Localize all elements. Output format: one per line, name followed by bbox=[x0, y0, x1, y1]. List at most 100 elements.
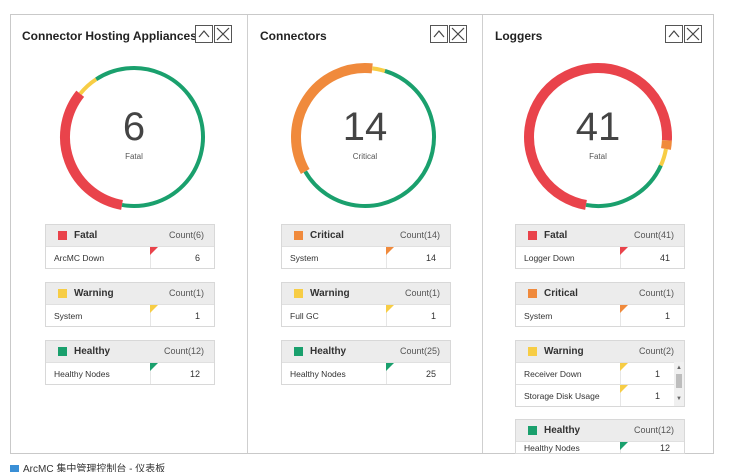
flag-icon bbox=[150, 247, 158, 255]
collapse-button[interactable] bbox=[665, 25, 683, 43]
scroll-down-arrow-icon[interactable]: ▼ bbox=[676, 396, 682, 402]
row-count: 1 bbox=[194, 311, 200, 321]
table-row[interactable]: System 1 bbox=[516, 304, 684, 326]
status-color-square bbox=[294, 347, 303, 356]
group-count: Count(12) bbox=[633, 425, 674, 435]
close-button[interactable] bbox=[214, 25, 232, 43]
group-count: Count(14) bbox=[399, 230, 440, 240]
row-name: Receiver Down bbox=[524, 369, 582, 379]
scrollable-rows[interactable]: Receiver Down 1 Storage Disk Usage 1 ▲ ▼ bbox=[516, 362, 684, 406]
close-icon bbox=[216, 27, 230, 41]
status-color-square bbox=[294, 289, 303, 298]
row-count: 12 bbox=[659, 443, 670, 453]
group-label: Healthy bbox=[74, 346, 111, 357]
table-row[interactable]: Healthy Nodes 12 bbox=[516, 441, 684, 453]
vertical-scrollbar[interactable]: ▲ ▼ bbox=[674, 362, 684, 406]
group-header: Warning Count(1) bbox=[282, 283, 450, 304]
group-label: Fatal bbox=[544, 230, 568, 241]
status-color-square bbox=[58, 347, 67, 356]
status-group-critical: Critical Count(1) System 1 bbox=[515, 282, 685, 327]
group-header: Warning Count(1) bbox=[46, 283, 214, 304]
table-row[interactable]: Receiver Down 1 bbox=[516, 362, 684, 384]
donut-segment-fatal bbox=[524, 63, 672, 210]
table-row[interactable]: Healthy Nodes 25 bbox=[282, 362, 450, 384]
table-row[interactable]: Healthy Nodes 12 bbox=[46, 362, 214, 384]
donut-count: 6 bbox=[122, 105, 146, 149]
flag-icon bbox=[386, 305, 394, 313]
status-color-square bbox=[528, 347, 537, 356]
column-separator bbox=[386, 363, 387, 384]
row-count: 1 bbox=[430, 311, 436, 321]
panel-divider bbox=[481, 15, 483, 453]
flag-icon bbox=[386, 363, 394, 371]
status-color-square bbox=[294, 231, 303, 240]
column-separator bbox=[620, 363, 621, 384]
column-separator bbox=[150, 247, 151, 268]
column-separator bbox=[150, 363, 151, 384]
row-count: 25 bbox=[425, 369, 436, 379]
row-name: System bbox=[524, 311, 553, 321]
donut-segment-healthy bbox=[95, 66, 205, 208]
row-count: 12 bbox=[189, 369, 200, 379]
flag-icon bbox=[620, 363, 628, 371]
row-name: Storage Disk Usage bbox=[524, 391, 600, 401]
status-group-warning: Warning Count(2) Receiver Down 1 Storage… bbox=[515, 340, 685, 407]
flag-icon bbox=[150, 305, 158, 313]
group-header: Healthy Count(25) bbox=[282, 341, 450, 362]
close-button[interactable] bbox=[684, 25, 702, 43]
status-group-fatal: Fatal Count(6) ArcMC Down 6 bbox=[45, 224, 215, 269]
group-header: Healthy Count(12) bbox=[46, 341, 214, 362]
group-header: Fatal Count(41) bbox=[516, 225, 684, 246]
flag-icon bbox=[620, 305, 628, 313]
donut-severity-label: Fatal bbox=[125, 152, 143, 161]
status-donut-chart: 6 Fatal bbox=[58, 61, 210, 213]
caption-text: ArcMC 集中管理控制台 - 仪表板 bbox=[23, 464, 166, 472]
column-separator bbox=[620, 385, 621, 406]
column-separator bbox=[386, 305, 387, 326]
group-count: Count(25) bbox=[399, 346, 440, 356]
donut-segment-fatal bbox=[60, 90, 123, 210]
status-group-fatal: Fatal Count(41) Logger Down 41 bbox=[515, 224, 685, 269]
donut-count: 14 bbox=[342, 105, 388, 149]
close-button[interactable] bbox=[449, 25, 467, 43]
group-header: Critical Count(14) bbox=[282, 225, 450, 246]
status-group-critical: Critical Count(14) System 14 bbox=[281, 224, 451, 269]
donut-severity-label: Critical bbox=[352, 152, 378, 161]
row-name: Healthy Nodes bbox=[290, 369, 346, 379]
panel-connector-hosting-appliances: Connector Hosting Appliances 6 Fatal Fat… bbox=[11, 15, 247, 453]
row-count: 1 bbox=[654, 391, 660, 401]
column-separator bbox=[620, 305, 621, 326]
status-color-square bbox=[528, 426, 537, 435]
collapse-button[interactable] bbox=[195, 25, 213, 43]
group-header: Healthy Count(12) bbox=[516, 420, 684, 441]
row-name: Healthy Nodes bbox=[524, 443, 580, 453]
group-header: Fatal Count(6) bbox=[46, 225, 214, 246]
table-row[interactable]: System 14 bbox=[282, 246, 450, 268]
group-label: Critical bbox=[544, 288, 578, 299]
scrollbar-thumb[interactable] bbox=[676, 374, 682, 388]
scroll-up-arrow-icon[interactable]: ▲ bbox=[676, 365, 682, 371]
collapse-button[interactable] bbox=[430, 25, 448, 43]
status-color-square bbox=[58, 289, 67, 298]
group-label: Healthy bbox=[310, 346, 347, 357]
status-donut-chart: 14 Critical bbox=[289, 61, 441, 213]
row-count: 41 bbox=[659, 253, 670, 263]
flag-icon bbox=[386, 247, 394, 255]
panel-title: Connectors bbox=[260, 29, 327, 43]
group-count: Count(1) bbox=[404, 288, 440, 298]
flag-icon bbox=[620, 442, 628, 450]
status-group-healthy: Healthy Count(25) Healthy Nodes 25 bbox=[281, 340, 451, 385]
group-header: Critical Count(1) bbox=[516, 283, 684, 304]
table-row[interactable]: Logger Down 41 bbox=[516, 246, 684, 268]
row-name: Logger Down bbox=[524, 253, 575, 263]
table-row[interactable]: Full GC 1 bbox=[282, 304, 450, 326]
group-label: Healthy bbox=[544, 425, 581, 436]
flag-icon bbox=[620, 247, 628, 255]
status-color-square bbox=[528, 289, 537, 298]
table-row[interactable]: System 1 bbox=[46, 304, 214, 326]
donut-severity-label: Fatal bbox=[589, 152, 607, 161]
status-group-healthy: Healthy Count(12) Healthy Nodes 12 bbox=[515, 419, 685, 454]
donut-ring bbox=[524, 63, 672, 210]
table-row[interactable]: Storage Disk Usage 1 bbox=[516, 384, 684, 406]
table-row[interactable]: ArcMC Down 6 bbox=[46, 246, 214, 268]
